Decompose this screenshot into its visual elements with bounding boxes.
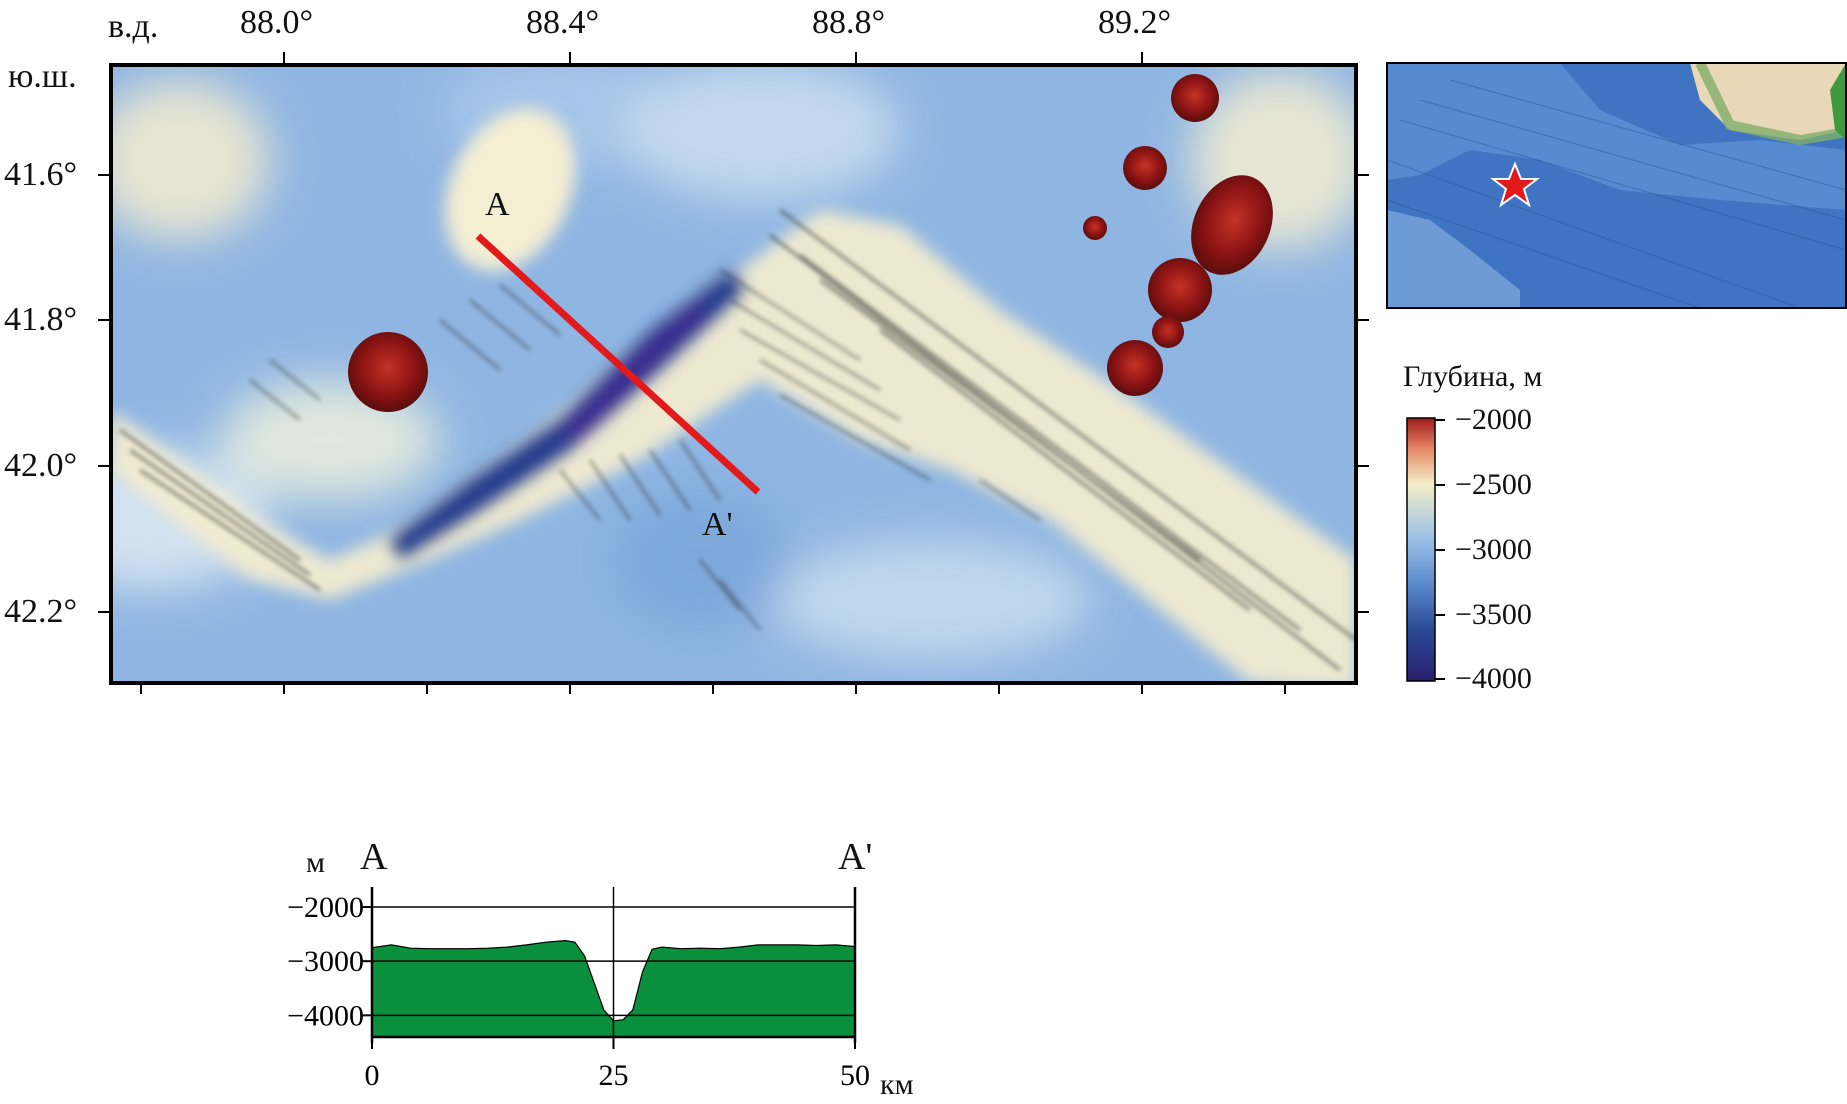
- lat-tick-label: 42.2°: [4, 593, 78, 630]
- lat-tick-label: 41.8°: [4, 301, 78, 338]
- legend-tick-label: −4000: [1455, 662, 1532, 695]
- profile-tick-labels: 0 25 50 −2000 −3000 −4000: [287, 891, 870, 1092]
- profile-end-label: A': [838, 836, 873, 878]
- profile-x-tick-label: 50: [840, 1059, 870, 1092]
- colorbar: [1406, 417, 1436, 682]
- colorbar-ticks: [1435, 419, 1445, 680]
- profile-line: [475, 233, 761, 495]
- profile-x-tick-label: 25: [599, 1059, 629, 1092]
- location-star-icon: [1490, 161, 1540, 208]
- legend-tick-label: −3500: [1455, 598, 1532, 631]
- lon-tick-marks: [140, 52, 1286, 694]
- profile-y-tick-label: −2000: [287, 891, 364, 924]
- profile-gridlines-over: [372, 887, 855, 1037]
- profile-tick-marks: [362, 906, 856, 1049]
- legend-tick-label: −2500: [1455, 468, 1532, 501]
- lon-tick-label: 89.2°: [1098, 4, 1172, 41]
- lon-tick-label: 88.4°: [526, 4, 600, 41]
- legend-tick-label: −2000: [1455, 403, 1532, 436]
- seamounts: [348, 74, 1273, 412]
- lon-tick-label: 88.8°: [812, 4, 886, 41]
- lat-tick-marks: [98, 174, 1369, 613]
- bathymetry-map: [111, 65, 1356, 683]
- legend-tick-label: −3000: [1455, 533, 1532, 566]
- profile-y-tick-label: −3000: [287, 945, 364, 978]
- profile-start-label: A: [360, 836, 388, 878]
- lat-tick-label: 41.6°: [4, 156, 78, 193]
- lon-unit-label: в.д.: [108, 8, 159, 45]
- profile-end-marker: A': [702, 506, 733, 543]
- legend-title: Глубина, м: [1403, 360, 1543, 393]
- profile-xlabel: км: [880, 1068, 914, 1101]
- profile-x-tick-label: 0: [365, 1059, 380, 1092]
- inset-frame: [1386, 62, 1847, 309]
- profile-area: [371, 939, 856, 1038]
- inset-map: [1387, 63, 1846, 308]
- map-frame: [109, 63, 1358, 685]
- lat-tick-label: 42.0°: [4, 447, 78, 484]
- profile-y-tick-label: −4000: [287, 999, 364, 1032]
- lon-tick-label: 88.0°: [240, 4, 314, 41]
- lat-unit-label: ю.ш.: [8, 58, 77, 95]
- profile-chart: 0 25 50 −2000 −3000 −4000: [287, 887, 870, 1092]
- profile-start-marker: A: [485, 186, 510, 223]
- profile-ylabel: м: [306, 846, 325, 879]
